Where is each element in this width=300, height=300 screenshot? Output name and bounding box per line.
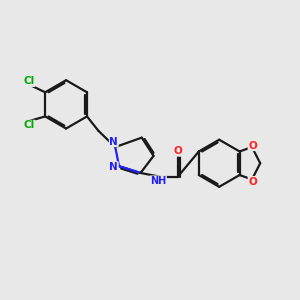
Text: O: O <box>248 141 257 151</box>
Text: Cl: Cl <box>24 120 35 130</box>
Text: N: N <box>110 137 118 147</box>
Text: Cl: Cl <box>24 76 35 86</box>
Text: O: O <box>174 146 182 156</box>
Text: N: N <box>110 162 118 172</box>
Text: O: O <box>248 176 257 187</box>
Text: NH: NH <box>150 176 166 186</box>
